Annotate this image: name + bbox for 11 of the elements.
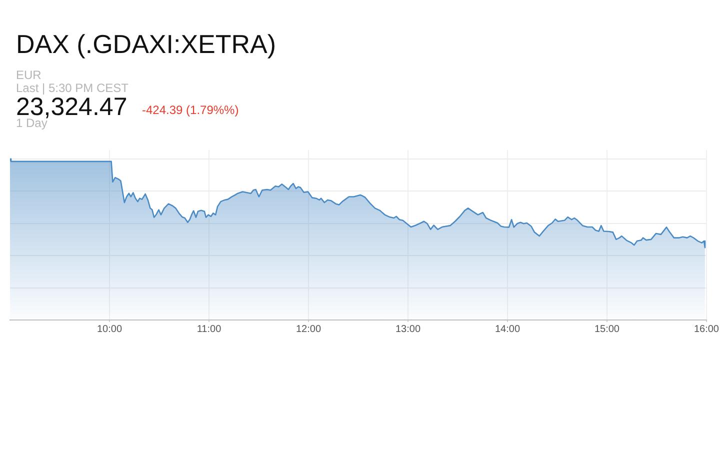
x-tick-label: 15:00 <box>594 324 620 335</box>
chart-title: DAX (.GDAXI:XETRA) <box>16 29 276 59</box>
x-tick-label: 12:00 <box>296 324 322 335</box>
text: Last | 5:30 PM CEST <box>16 81 128 95</box>
text: -424.39 (1.79%%) <box>142 103 239 117</box>
x-tick-label: 10:00 <box>96 324 122 335</box>
x-tick-label: 13:00 <box>395 324 421 335</box>
x-tick-label: 14:00 <box>494 324 520 335</box>
x-tick-label: 16:00 <box>694 324 720 335</box>
x-tick-label: 11:00 <box>196 324 222 335</box>
text: EUR <box>16 68 42 82</box>
